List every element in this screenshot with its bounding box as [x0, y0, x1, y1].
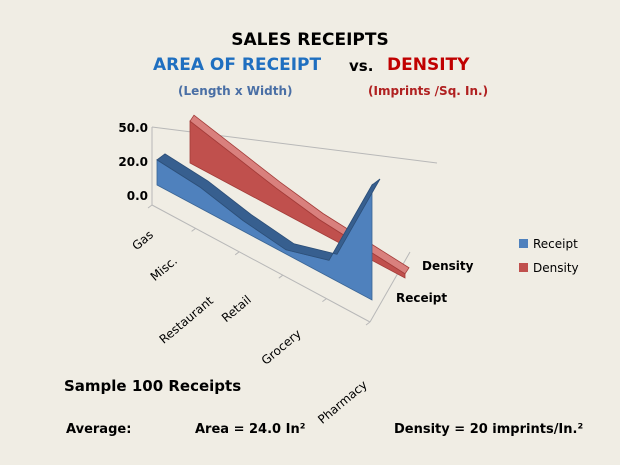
category-label: Pharmacy — [315, 378, 370, 427]
area-heading: AREA OF RECEIPT — [153, 55, 322, 75]
depth-label-density: Density — [422, 259, 474, 273]
receipt-ribbon-top — [156, 153, 381, 261]
category-label: Misc. — [148, 254, 180, 284]
y-tick-label: 50.0 — [118, 121, 148, 135]
average-label: Average: — [66, 422, 132, 437]
category-tick — [147, 204, 153, 209]
legend-label-density: Density — [533, 261, 579, 275]
density-subheading: (Imprints /Sq. In.) — [368, 84, 489, 98]
series-receipt — [156, 153, 381, 301]
y-tick-label: 0.0 — [127, 189, 148, 203]
average-density-text: Density = 20 imprints/In.² — [394, 422, 584, 437]
category-label: Grocery — [259, 327, 304, 368]
category-label: Restaurant — [157, 293, 217, 346]
legend-label-receipt: Receipt — [533, 237, 578, 251]
legend-swatch-receipt — [519, 239, 528, 248]
chart-title: SALES RECEIPTS — [231, 30, 389, 50]
category-tick — [365, 321, 371, 326]
depth-axis-line — [369, 251, 411, 323]
category-axis-line — [151, 204, 371, 323]
category-tick — [278, 274, 284, 279]
legend-swatch-density — [519, 263, 528, 272]
category-tick — [191, 227, 196, 232]
depth-label-receipt: Receipt — [396, 291, 447, 305]
average-area-text: Area = 24.0 In² — [195, 422, 306, 437]
vs-text: vs. — [349, 57, 374, 75]
sample-size-text: Sample 100 Receipts — [64, 377, 242, 395]
category-label: Gas — [129, 228, 156, 253]
density-heading: DENSITY — [387, 55, 470, 75]
density-ribbon-front — [189, 120, 406, 279]
legend: Receipt Density — [519, 237, 579, 275]
area-subheading: (Length x Width) — [178, 84, 293, 98]
category-tick — [234, 251, 240, 256]
y-tick-label: 20.0 — [118, 155, 148, 169]
category-tick — [322, 298, 327, 303]
category-label: Retail — [219, 293, 254, 326]
